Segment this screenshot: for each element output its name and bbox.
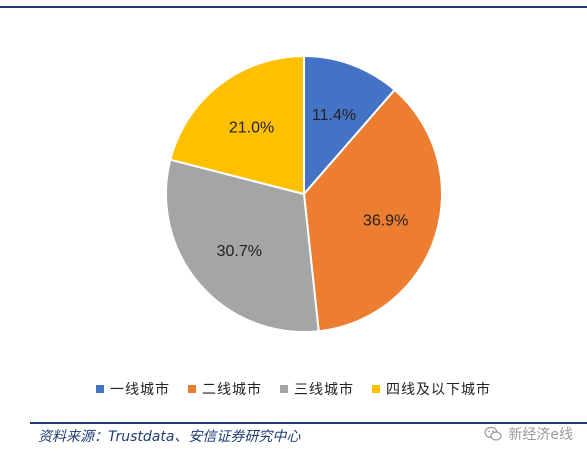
pie-chart: 11.4% 36.9% 30.7% 21.0% [165,54,443,333]
source-note: 资料来源：Trustdata、安信证券研究中心 [38,429,301,445]
legend-item-tier4: 四线及以下城市 [372,379,491,399]
wechat-icon [484,426,502,441]
legend-swatch-tier2 [188,385,196,393]
legend-label-tier3: 三线城市 [294,382,354,398]
slice-label-tier2: 36.9% [363,213,408,230]
legend-swatch-tier3 [280,385,288,393]
top-rule [30,6,587,8]
slice-label-tier1: 11.4% [312,107,356,124]
legend-item-tier3: 三线城市 [280,379,354,399]
legend-label-tier1: 一线城市 [110,382,170,398]
pie-slice-tier4 [169,54,305,196]
watermark: 新经济e线 [484,424,573,444]
watermark-text: 新经济e线 [508,427,573,443]
legend-swatch-tier1 [96,385,104,393]
legend: 一线城市 二线城市 三线城市 四线及以下城市 [0,378,587,400]
pie-slice-tier1 [303,54,397,197]
slice-label-tier3: 30.7% [217,243,262,260]
legend-item-tier2: 二线城市 [188,379,262,399]
top-rule-left [0,6,30,8]
legend-item-tier1: 一线城市 [96,379,170,399]
bottom-rule [30,422,587,424]
slice-label-tier4: 21.0% [229,119,274,136]
pie-slice-tier2 [302,88,443,333]
legend-label-tier4: 四线及以下城市 [386,382,491,398]
legend-label-tier2: 二线城市 [202,382,262,398]
pie-slice-tier3 [165,158,320,333]
legend-swatch-tier4 [372,385,380,393]
